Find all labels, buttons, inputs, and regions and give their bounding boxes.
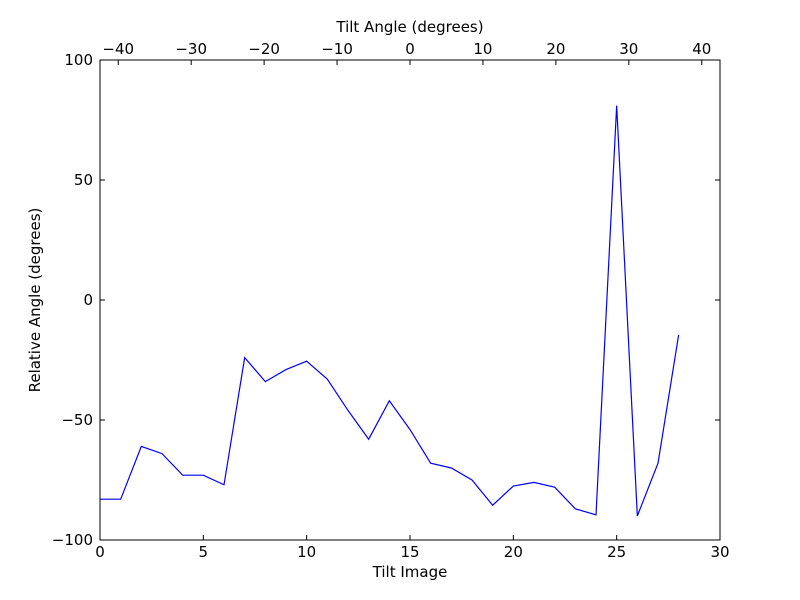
- x-tick-label: 25: [607, 543, 626, 561]
- x-tick-label: 10: [297, 543, 316, 561]
- top-x-tick-label: 30: [619, 40, 638, 58]
- x-tick-label: 5: [199, 543, 209, 561]
- x-axis-label: Tilt Image: [372, 563, 448, 581]
- series-layer: [100, 105, 680, 517]
- y-tick-label: 50: [74, 171, 93, 189]
- y-tick-label: −50: [61, 411, 93, 429]
- y-tick-label: −100: [52, 531, 93, 549]
- y-tick-label: 0: [83, 291, 93, 309]
- top-x-axis-label: Tilt Angle (degrees): [335, 18, 483, 36]
- ticks-layer: [99, 59, 721, 541]
- top-x-tick-label: −40: [102, 40, 134, 58]
- x-tick-label: 20: [504, 543, 523, 561]
- top-x-tick-label: 0: [405, 40, 415, 58]
- y-axis-label: Relative Angle (degrees): [26, 208, 44, 393]
- x-tick-label: 30: [710, 543, 729, 561]
- y-tick-label: 100: [64, 51, 93, 69]
- top-x-tick-label: −20: [248, 40, 280, 58]
- top-x-tick-label: −30: [175, 40, 207, 58]
- x-tick-label: 15: [400, 543, 419, 561]
- top-x-tick-label: 10: [473, 40, 492, 58]
- top-x-tick-label: −10: [321, 40, 353, 58]
- plot-frame: [99, 59, 721, 541]
- top-x-tick-label: 40: [692, 40, 711, 58]
- series-line: [100, 105, 680, 517]
- top-x-tick-label: 20: [546, 40, 565, 58]
- x-tick-label: 0: [95, 543, 105, 561]
